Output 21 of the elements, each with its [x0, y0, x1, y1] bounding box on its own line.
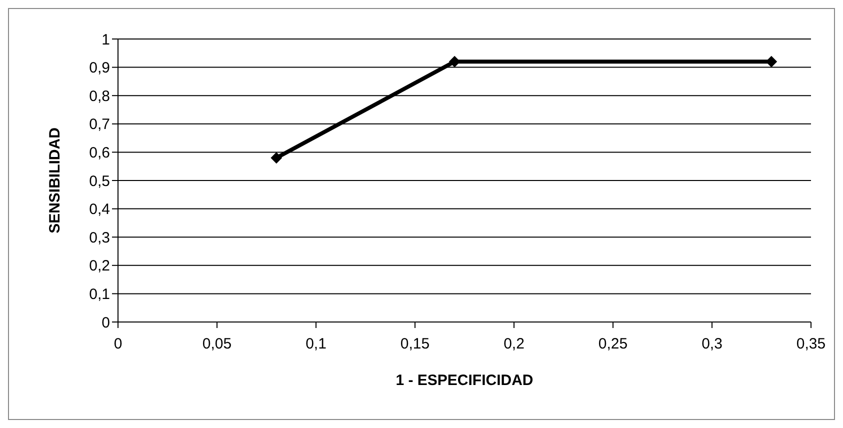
- x-tick-label: 0: [114, 336, 122, 353]
- y-tick-label: 0,8: [89, 88, 110, 105]
- y-axis-title: SENSIBILIDAD: [46, 127, 64, 234]
- x-tick-label: 0,3: [702, 336, 722, 353]
- y-tick-label: 0,1: [89, 286, 110, 304]
- y-tick-label: 0,6: [89, 144, 110, 162]
- x-tick-label: 0,2: [504, 336, 524, 353]
- x-tick-label: 0,15: [400, 336, 430, 353]
- y-tick-label: 0,3: [89, 229, 110, 246]
- y-tick-label: 0,2: [89, 258, 110, 275]
- y-tick-label: 0,4: [89, 201, 110, 218]
- x-tick-label: 0,1: [306, 336, 326, 353]
- y-tick-label: 0,7: [89, 116, 110, 134]
- x-axis-title: 1 - ESPECIFICIDAD: [396, 372, 534, 389]
- x-tick-label: 0,25: [598, 336, 628, 353]
- x-tick-label: 0,35: [796, 336, 826, 353]
- y-tick-label: 0: [102, 314, 110, 332]
- y-tick-label: 0,9: [89, 60, 110, 77]
- x-tick-label: 0,05: [202, 336, 232, 353]
- y-tick-label: 0,5: [89, 172, 110, 190]
- y-tick-label: 1: [102, 31, 110, 48]
